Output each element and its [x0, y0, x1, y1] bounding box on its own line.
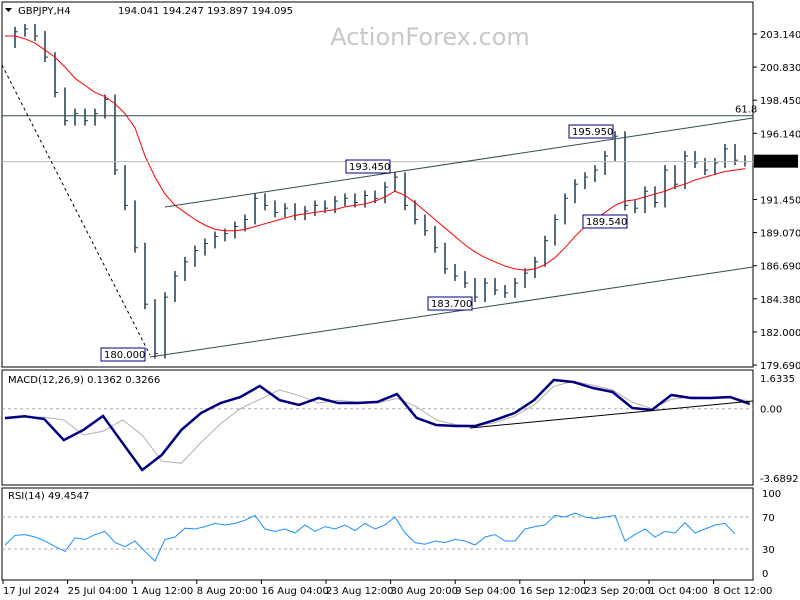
macd-title: MACD(12,26,9) 0.1362 0.3266	[8, 375, 160, 386]
rsi-axis-label: 30	[762, 545, 775, 556]
price-label: 189.540	[586, 217, 627, 228]
rsi-title: RSI(14) 49.4547	[8, 491, 89, 502]
current-price-label: 194.095	[757, 158, 798, 169]
price-label-box	[568, 124, 614, 139]
current-price-badge	[754, 154, 798, 168]
price-axis-label: 184.380	[760, 295, 800, 306]
price-label-box	[345, 159, 391, 174]
macd-signal-line	[5, 380, 750, 464]
price-axis-label: 196.140	[760, 129, 800, 140]
macd-line	[4, 378, 751, 472]
price-axis-label: 203.140	[760, 30, 800, 41]
macd-axis-label: 0.00	[760, 405, 782, 416]
macd-axis-label: 1.6335	[760, 374, 795, 385]
price-label-box	[427, 296, 473, 311]
dashed-trend-line	[1, 64, 151, 356]
rsi-axis-label: 0	[762, 569, 768, 580]
time-axis-label: 1 Aug 12:00	[132, 586, 193, 597]
time-axis-label: 30 Aug 20:00	[391, 586, 458, 597]
price-axis-label: 189.070	[760, 229, 800, 240]
time-axis-label: 16 Aug 04:00	[261, 586, 328, 597]
price-label: 195.950	[572, 127, 613, 138]
macd-pane[interactable]	[1, 369, 754, 486]
channel-lower-line	[149, 266, 754, 358]
watermark: ActionForex.com	[330, 23, 530, 51]
time-axis-label: 23 Aug 12:00	[326, 586, 393, 597]
time-axis-label: 8 Aug 20:00	[197, 586, 258, 597]
price-axis-label: 191.450	[760, 196, 800, 207]
time-axis-label: 1 Oct 04:00	[649, 586, 708, 597]
price-label: 183.700	[431, 299, 472, 310]
rsi-axis-label: 100	[762, 489, 781, 500]
price-axis-label: 179.690	[760, 361, 800, 372]
price-label-box	[100, 347, 146, 362]
chart-ohlc: 194.041 194.247 193.897 194.095	[118, 6, 293, 17]
moving-average-line	[5, 35, 746, 271]
price-axis-label: 182.000	[760, 328, 800, 339]
rsi-line	[4, 512, 736, 562]
price-label-box	[582, 214, 628, 229]
price-axis-label: 200.830	[760, 63, 800, 74]
time-axis-label: 8 Oct 12:00	[714, 586, 773, 597]
macd-axis-label: -3.6892	[760, 474, 799, 485]
macd-trend-line	[469, 400, 754, 429]
triangle-down-icon[interactable]	[5, 8, 12, 12]
price-axis-label: 198.450	[760, 96, 800, 107]
time-axis-label: 23 Sep 20:00	[584, 586, 651, 597]
time-axis-label: 25 Jul 04:00	[68, 586, 128, 597]
rsi-pane[interactable]	[1, 487, 754, 581]
time-axis-label: 17 Jul 2024	[3, 586, 60, 597]
fib-level-label: 61.8	[735, 105, 757, 116]
chart-symbol-title: GBPJPY,H4	[18, 6, 71, 17]
rsi-axis-label: 70	[762, 513, 775, 524]
channel-upper-line	[164, 117, 754, 208]
time-axis-label: 16 Sep 12:00	[520, 586, 587, 597]
price-pane[interactable]	[1, 1, 754, 368]
time-axis-label: 9 Sep 04:00	[455, 586, 515, 597]
price-label: 193.450	[349, 162, 390, 173]
price-axis-label: 186.690	[760, 262, 800, 273]
price-label: 180.000	[104, 350, 145, 361]
